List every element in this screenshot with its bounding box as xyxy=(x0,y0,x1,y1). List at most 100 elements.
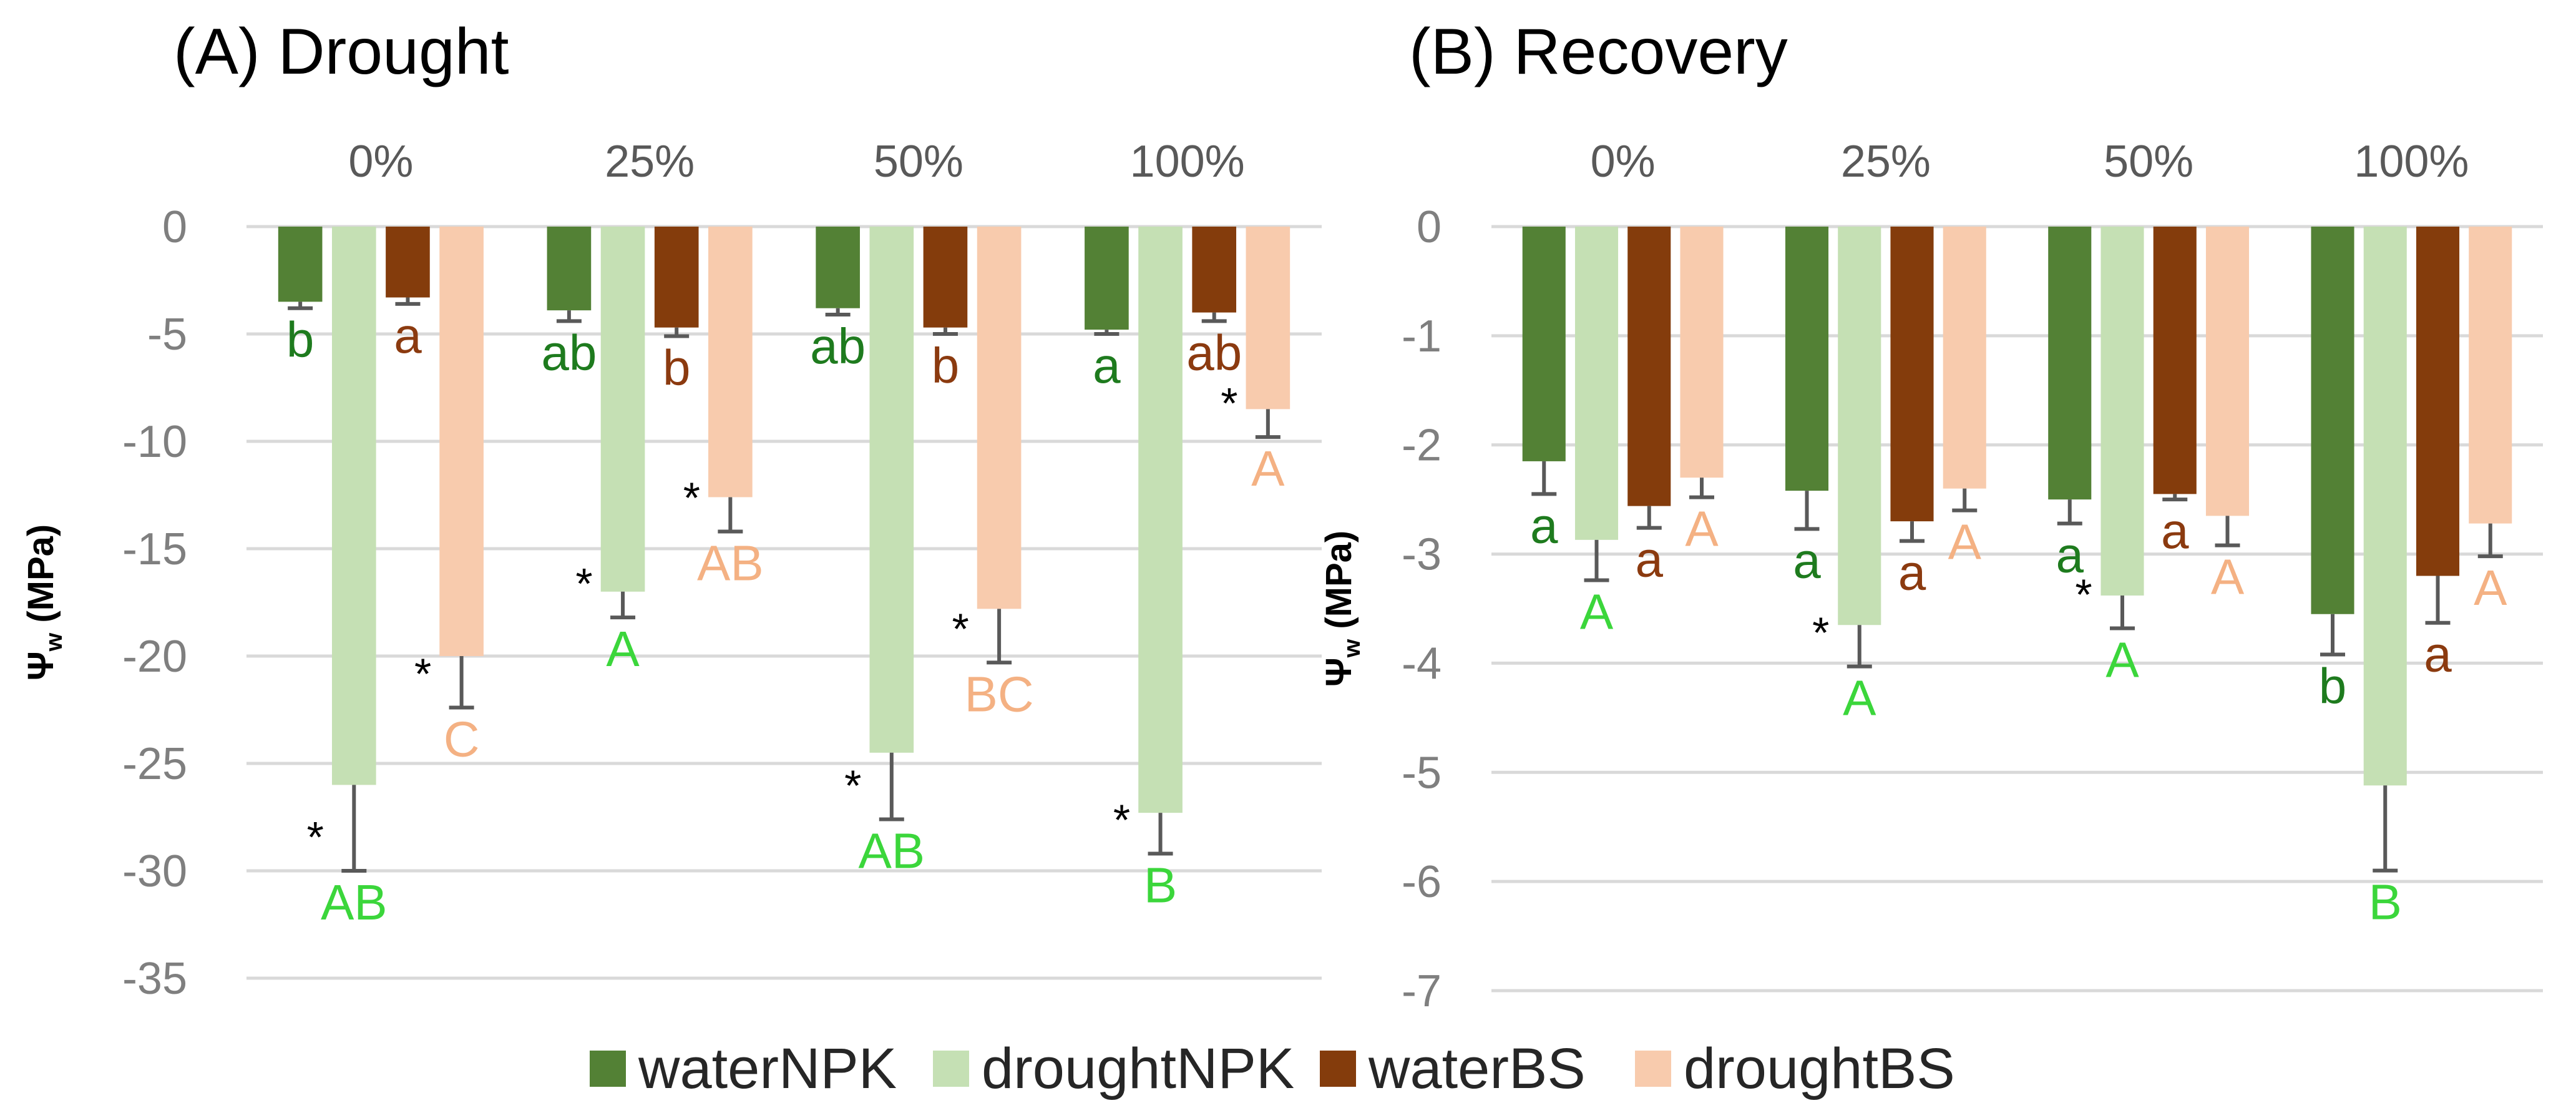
bar-waterNPK xyxy=(816,227,860,308)
y-tick-label: -7 xyxy=(1402,966,1442,1016)
bar-waterBS xyxy=(654,227,699,328)
significance-letter: a xyxy=(2161,503,2189,559)
category-label: 0% xyxy=(348,137,413,187)
legend-swatch-droughtBS xyxy=(1635,1051,1671,1087)
bar-waterNPK xyxy=(2311,227,2354,614)
significance-star: * xyxy=(844,761,861,810)
panel-title: (A) Drought xyxy=(173,16,509,88)
significance-star: * xyxy=(1812,609,1829,657)
significance-letter: b xyxy=(663,340,691,395)
significance-letter: a xyxy=(1898,545,1926,601)
legend-swatch-waterBS xyxy=(1320,1051,1356,1087)
bar-droughtNPK xyxy=(600,227,645,592)
significance-star: * xyxy=(952,604,968,653)
y-tick-label: -5 xyxy=(147,310,187,360)
legend-label: waterNPK xyxy=(638,1037,897,1101)
significance-letter: ab xyxy=(810,318,866,374)
y-axis-label-subscript: w xyxy=(41,632,67,652)
significance-letter: C xyxy=(444,712,480,767)
category-label: 50% xyxy=(2104,137,2193,187)
bar-droughtNPK xyxy=(1138,227,1183,813)
significance-letter: ab xyxy=(1186,325,1242,380)
bar-droughtNPK xyxy=(1838,227,1881,625)
significance-letter: AB xyxy=(321,875,388,930)
category-label: 100% xyxy=(2354,137,2469,187)
bar-droughtBS xyxy=(977,227,1022,609)
bar-waterBS xyxy=(386,227,430,298)
significance-letter: BC xyxy=(965,666,1034,722)
bar-droughtNPK xyxy=(2100,227,2144,596)
significance-letter: A xyxy=(2211,549,2245,605)
y-axis-label: Ψw (MPa) xyxy=(21,524,67,681)
y-tick-label: -4 xyxy=(1402,639,1442,689)
y-tick-label: -20 xyxy=(122,632,187,682)
bar-droughtBS xyxy=(439,227,484,656)
y-tick-label: -10 xyxy=(122,417,187,467)
significance-letter: ab xyxy=(541,325,597,380)
y-tick-label: -6 xyxy=(1402,857,1442,907)
y-axis-label-subscript: w xyxy=(1339,639,1365,658)
y-tick-label: -5 xyxy=(1402,748,1442,798)
y-tick-label: -35 xyxy=(122,954,187,1004)
y-axis-label-unit: (MPa) xyxy=(21,524,61,633)
bar-waterBS xyxy=(1890,227,1934,522)
legend-label: waterBS xyxy=(1368,1037,1586,1101)
bar-waterNPK xyxy=(1522,227,1566,461)
significance-letter: B xyxy=(2369,875,2402,930)
y-axis-label: Ψw (MPa) xyxy=(1319,531,1365,687)
significance-star: * xyxy=(307,813,324,861)
legend-label: droughtNPK xyxy=(982,1037,1294,1101)
significance-letter: b xyxy=(2319,658,2347,713)
legend-swatch-waterNPK xyxy=(590,1051,626,1087)
y-tick-label: -15 xyxy=(122,524,187,574)
bar-droughtNPK xyxy=(331,227,376,785)
category-label: 0% xyxy=(1591,137,1656,187)
significance-letter: AB xyxy=(858,823,925,878)
category-label: 25% xyxy=(605,137,695,187)
bar-waterBS xyxy=(923,227,968,328)
significance-letter: A xyxy=(2474,560,2507,615)
y-tick-label: -2 xyxy=(1402,421,1442,471)
significance-letter: A xyxy=(1948,514,1982,570)
significance-letter: A xyxy=(1580,584,1614,640)
legend-label: droughtBS xyxy=(1684,1037,1955,1101)
bar-droughtBS xyxy=(1680,227,1724,478)
y-tick-label: -1 xyxy=(1402,311,1442,361)
legend-swatch-droughtNPK xyxy=(933,1051,969,1087)
bar-droughtBS xyxy=(2469,227,2512,524)
bar-droughtNPK xyxy=(1574,227,1619,540)
significance-letter: b xyxy=(286,312,315,368)
bar-droughtBS xyxy=(1246,227,1290,409)
bar-droughtBS xyxy=(2205,227,2250,516)
y-tick-label: -3 xyxy=(1402,530,1442,580)
bar-droughtBS xyxy=(1943,227,1986,489)
panel-title: (B) Recovery xyxy=(1409,16,1788,88)
category-label: 50% xyxy=(874,137,964,187)
bar-waterNPK xyxy=(547,227,592,311)
significance-star: * xyxy=(1221,379,1237,428)
bar-droughtNPK xyxy=(2363,227,2407,786)
bar-waterBS xyxy=(2153,227,2197,494)
significance-star: * xyxy=(683,473,700,522)
bar-waterBS xyxy=(2416,227,2460,576)
significance-letter: a xyxy=(1793,532,1821,588)
y-tick-label: -30 xyxy=(122,846,187,896)
bar-waterNPK xyxy=(278,227,323,302)
significance-letter: A xyxy=(1843,670,1876,726)
y-tick-label: 0 xyxy=(162,202,187,252)
significance-letter: a xyxy=(2056,527,2084,583)
y-axis-label-symbol: Ψ xyxy=(1319,657,1359,687)
category-label: 25% xyxy=(1841,137,1931,187)
significance-letter: a xyxy=(2424,627,2452,682)
y-tick-label: -25 xyxy=(122,739,187,789)
bar-droughtNPK xyxy=(869,227,914,753)
bar-waterNPK xyxy=(1785,227,1829,491)
significance-letter: AB xyxy=(697,535,764,591)
y-tick-label: 0 xyxy=(1417,202,1442,252)
panel-a-drought: (A) Drought 0 -5 -10 -15 -20 -25 -30 -35 Ψw (MPa)… xyxy=(21,16,1322,1004)
legend: waterNPK droughtNPK waterBS droughtBS xyxy=(590,1037,1955,1101)
significance-star: * xyxy=(414,650,431,699)
significance-letter: A xyxy=(1685,501,1719,557)
